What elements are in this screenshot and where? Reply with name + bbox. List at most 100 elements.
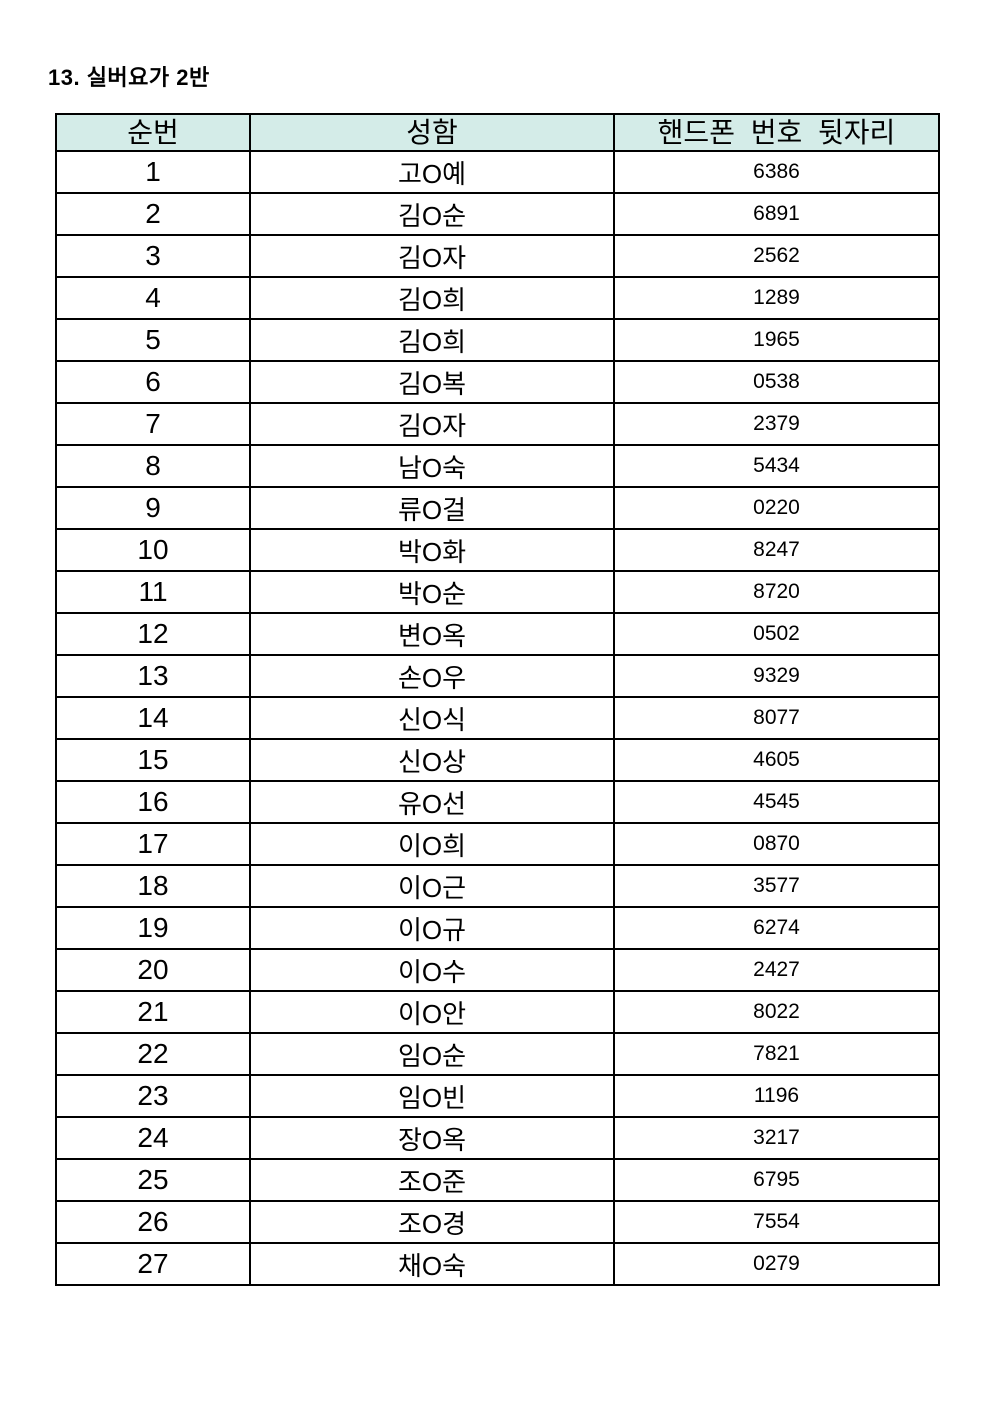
table-row: 3 김O자 2562 [55, 234, 940, 278]
cell-no: 13 [55, 654, 251, 698]
cell-name: 이O규 [249, 906, 615, 950]
cell-no: 3 [55, 234, 251, 278]
cell-no: 23 [55, 1074, 251, 1118]
table-row: 17 이O희 0870 [55, 822, 940, 866]
cell-no: 2 [55, 192, 251, 236]
cell-name: 김O자 [249, 234, 615, 278]
cell-phone: 1289 [613, 276, 940, 320]
cell-phone: 6891 [613, 192, 940, 236]
header-cell-name: 성함 [249, 113, 615, 152]
cell-phone: 8247 [613, 528, 940, 572]
cell-no: 7 [55, 402, 251, 446]
table-row: 6 김O복 0538 [55, 360, 940, 404]
cell-no: 22 [55, 1032, 251, 1076]
cell-name: 이O근 [249, 864, 615, 908]
cell-phone: 5434 [613, 444, 940, 488]
cell-phone: 2379 [613, 402, 940, 446]
table-row: 16 유O선 4545 [55, 780, 940, 824]
table-row: 27 채O숙 0279 [55, 1242, 940, 1286]
table-row: 13 손O우 9329 [55, 654, 940, 698]
cell-phone: 0220 [613, 486, 940, 530]
table-header: 순번 성함 핸드폰 번호 뒷자리 [55, 113, 940, 152]
cell-no: 24 [55, 1116, 251, 1160]
cell-name: 유O선 [249, 780, 615, 824]
table-row: 10 박O화 8247 [55, 528, 940, 572]
cell-phone: 8022 [613, 990, 940, 1034]
table-row: 8 남O숙 5434 [55, 444, 940, 488]
cell-name: 고O예 [249, 150, 615, 194]
cell-no: 20 [55, 948, 251, 992]
table-row: 25 조O준 6795 [55, 1158, 940, 1202]
cell-phone: 2562 [613, 234, 940, 278]
cell-no: 11 [55, 570, 251, 614]
cell-name: 박O화 [249, 528, 615, 572]
roster-table: 순번 성함 핸드폰 번호 뒷자리 1 고O예 6386 2 김O순 6891 3 김O자 256… [55, 113, 940, 1286]
cell-phone: 2427 [613, 948, 940, 992]
cell-name: 조O경 [249, 1200, 615, 1244]
cell-no: 27 [55, 1242, 251, 1286]
cell-no: 21 [55, 990, 251, 1034]
cell-name: 이O수 [249, 948, 615, 992]
cell-name: 장O옥 [249, 1116, 615, 1160]
cell-phone: 8720 [613, 570, 940, 614]
cell-name: 이O희 [249, 822, 615, 866]
cell-no: 14 [55, 696, 251, 740]
table-row: 15 신O상 4605 [55, 738, 940, 782]
cell-name: 김O자 [249, 402, 615, 446]
cell-name: 김O희 [249, 318, 615, 362]
page-title: 13. 실버요가 2반 [48, 65, 210, 90]
cell-name: 임O순 [249, 1032, 615, 1076]
cell-name: 이O안 [249, 990, 615, 1034]
cell-name: 임O빈 [249, 1074, 615, 1118]
cell-no: 4 [55, 276, 251, 320]
table-row: 23 임O빈 1196 [55, 1074, 940, 1118]
table-row: 21 이O안 8022 [55, 990, 940, 1034]
cell-no: 5 [55, 318, 251, 362]
cell-no: 25 [55, 1158, 251, 1202]
table-row: 20 이O수 2427 [55, 948, 940, 992]
cell-phone: 6386 [613, 150, 940, 194]
cell-phone: 4545 [613, 780, 940, 824]
table-row: 1 고O예 6386 [55, 150, 940, 194]
table-row: 19 이O규 6274 [55, 906, 940, 950]
table-row: 5 김O희 1965 [55, 318, 940, 362]
cell-no: 26 [55, 1200, 251, 1244]
cell-phone: 0279 [613, 1242, 940, 1286]
table-row: 14 신O식 8077 [55, 696, 940, 740]
table-row: 11 박O순 8720 [55, 570, 940, 614]
table-row: 7 김O자 2379 [55, 402, 940, 446]
table-row: 18 이O근 3577 [55, 864, 940, 908]
cell-no: 8 [55, 444, 251, 488]
table-row: 12 변O옥 0502 [55, 612, 940, 656]
cell-no: 17 [55, 822, 251, 866]
cell-name: 손O우 [249, 654, 615, 698]
cell-phone: 3577 [613, 864, 940, 908]
cell-name: 박O순 [249, 570, 615, 614]
table-row: 9 류O걸 0220 [55, 486, 940, 530]
cell-no: 19 [55, 906, 251, 950]
cell-phone: 6795 [613, 1158, 940, 1202]
cell-name: 신O상 [249, 738, 615, 782]
header-cell-phone: 핸드폰 번호 뒷자리 [613, 113, 940, 152]
cell-no: 6 [55, 360, 251, 404]
cell-phone: 3217 [613, 1116, 940, 1160]
cell-phone: 6274 [613, 906, 940, 950]
table-row: 4 김O희 1289 [55, 276, 940, 320]
cell-phone: 1196 [613, 1074, 940, 1118]
table-row: 2 김O순 6891 [55, 192, 940, 236]
cell-no: 1 [55, 150, 251, 194]
cell-name: 조O준 [249, 1158, 615, 1202]
cell-no: 18 [55, 864, 251, 908]
cell-phone: 0870 [613, 822, 940, 866]
table-row: 26 조O경 7554 [55, 1200, 940, 1244]
cell-no: 16 [55, 780, 251, 824]
cell-no: 9 [55, 486, 251, 530]
cell-phone: 1965 [613, 318, 940, 362]
cell-name: 신O식 [249, 696, 615, 740]
cell-no: 15 [55, 738, 251, 782]
cell-name: 채O숙 [249, 1242, 615, 1286]
header-row: 순번 성함 핸드폰 번호 뒷자리 [55, 113, 940, 152]
cell-name: 김O희 [249, 276, 615, 320]
table-row: 22 임O순 7821 [55, 1032, 940, 1076]
